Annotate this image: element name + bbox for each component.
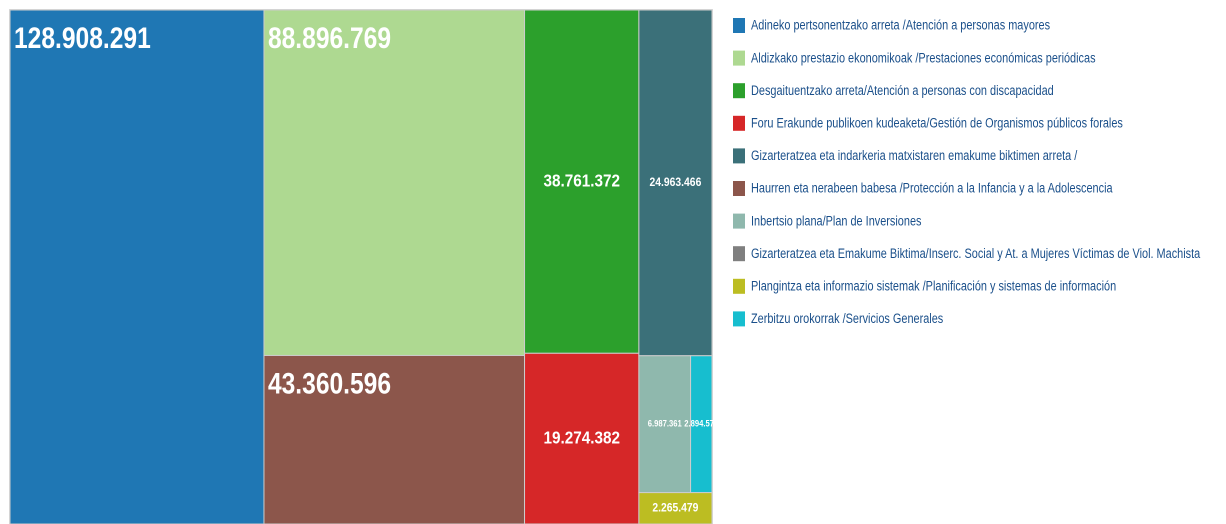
- treemap-cell: [638, 492, 713, 524]
- value-label: 43.360.596: [268, 366, 391, 400]
- treemap-cell: [524, 9, 640, 354]
- legend-label: Haurren eta nerabeen babesa /Protección …: [751, 180, 1113, 196]
- treemap-cell: [9, 9, 265, 524]
- value-label: 88.896.769: [268, 21, 391, 55]
- value-label: 128.908.291: [14, 21, 151, 55]
- legend-label: Desgaituentzako arreta/Atención a person…: [751, 83, 1054, 99]
- value-label: 6.987.361: [648, 418, 682, 429]
- legend-label: Aldizkako prestazio ekonomikoak /Prestac…: [751, 50, 1096, 66]
- value-label: 38.761.372: [543, 170, 620, 190]
- treemap-cell: [638, 9, 713, 357]
- legend-label: Foru Erakunde publikoen kudeaketa/Gestió…: [751, 115, 1123, 131]
- legend-swatch: [733, 18, 745, 33]
- legend-label: Zerbitzu orokorrak /Servicios Generales: [751, 311, 943, 327]
- legend-swatch: [733, 181, 745, 196]
- value-label: 2.265.479: [652, 502, 698, 515]
- legend-swatch: [733, 83, 745, 99]
- value-label: 19.274.382: [543, 427, 620, 447]
- legend-swatch: [733, 213, 745, 229]
- value-label: 2.894.571: [684, 418, 718, 429]
- legend-swatch: [733, 246, 745, 262]
- legend-label: Plangintza eta informazio sistemak /Plan…: [751, 278, 1116, 294]
- legend-swatch: [733, 50, 745, 66]
- treemap-cell: [263, 9, 526, 356]
- treemap-cell: [263, 354, 526, 524]
- legend-swatch: [733, 278, 745, 294]
- legend-label: Inbertsio plana/Plan de Inversiones: [751, 213, 921, 229]
- legend-swatch: [733, 311, 745, 327]
- legend-label: Adineko pertsonentzako arreta /Atención …: [751, 17, 1050, 33]
- legend-swatch: [733, 148, 745, 164]
- legend-label: Gizarteratzea eta indarkeria matxistaren…: [751, 148, 1078, 164]
- legend-swatch: [733, 115, 745, 131]
- legend-label: Gizarteratzea eta Emakume Biktima/Inserc…: [751, 246, 1200, 262]
- value-label: 24.963.466: [650, 176, 702, 189]
